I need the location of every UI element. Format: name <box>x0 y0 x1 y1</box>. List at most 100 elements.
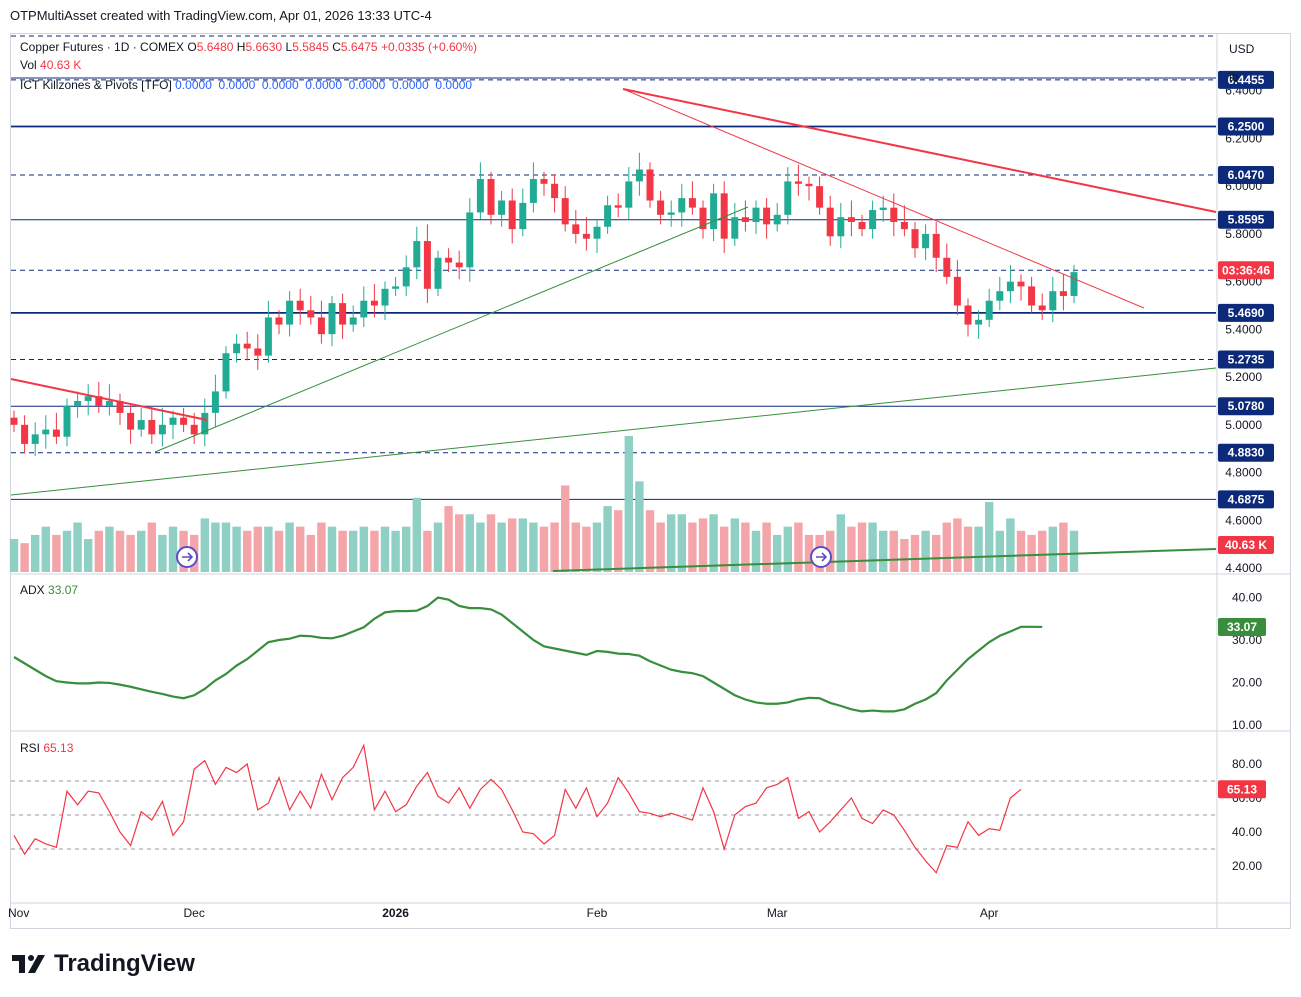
volume-bar <box>985 501 994 572</box>
candle-body <box>911 229 919 249</box>
candle-body <box>63 405 71 437</box>
currency-label[interactable]: USD <box>1229 42 1255 56</box>
volume-bar <box>402 526 411 572</box>
candle-body <box>328 303 336 335</box>
volume-bar <box>794 522 803 572</box>
candle-body <box>551 183 559 199</box>
level-badge-text: 5.4690 <box>1228 306 1265 320</box>
level-badge-text: 4.8830 <box>1228 446 1265 460</box>
volume-bar <box>444 506 453 572</box>
candle-body <box>826 207 834 237</box>
candle-body <box>763 207 771 225</box>
level-badge: 4.6875 <box>1218 490 1274 509</box>
adx-badge: 33.07 <box>1218 617 1266 636</box>
chart-frame <box>10 33 1291 929</box>
candle-body <box>879 207 887 211</box>
candle-body <box>1049 291 1057 311</box>
ohlc-close-label: C <box>332 40 341 54</box>
candle-body <box>169 417 177 425</box>
adx-tick-label: 40.00 <box>1232 591 1262 605</box>
trendline-green <box>10 367 1217 496</box>
volume-bar <box>529 522 538 572</box>
volume-bar <box>433 522 443 572</box>
volume-bar <box>953 518 962 572</box>
volume-bar <box>868 522 877 572</box>
volume-bar <box>942 522 951 572</box>
volume-bar <box>561 485 570 572</box>
volume-bar <box>200 518 209 572</box>
candle-body <box>360 300 368 318</box>
adx-tick-label: 30.00 <box>1232 633 1262 647</box>
volume-bar <box>126 534 135 572</box>
volume-bar <box>253 526 262 572</box>
volume-value: 40.63 K <box>40 58 82 72</box>
adx-label[interactable]: ADX <box>20 583 45 597</box>
last-price-badge: 03:36:46 <box>1218 261 1274 280</box>
candle-body <box>349 317 357 325</box>
candle-body <box>42 429 50 435</box>
candle-body <box>720 193 728 239</box>
candle-body <box>1028 286 1036 306</box>
volume-bar <box>751 530 761 572</box>
candle-body <box>466 212 474 268</box>
candle-body <box>317 317 325 335</box>
event-marker-icon <box>176 546 198 568</box>
volume-bar <box>857 522 867 572</box>
volume-bar <box>910 534 920 572</box>
ict-label[interactable]: ICT Killzones & Pivots [TFO] <box>20 78 172 92</box>
candle-body <box>275 317 283 325</box>
symbol-name[interactable]: Copper Futures · 1D · COMEX <box>20 40 185 54</box>
price-tick-label: 5.8000 <box>1225 227 1262 241</box>
candle-body <box>1017 281 1025 287</box>
candle-body <box>593 226 601 239</box>
unit-label[interactable]: lb <box>1229 70 1239 84</box>
volume-bar <box>539 526 549 572</box>
candle-body <box>699 207 707 230</box>
tradingview-brand: TradingView <box>54 950 195 977</box>
candle-body <box>455 262 463 268</box>
adx-value: 33.07 <box>48 583 79 597</box>
price-tick-label: 5.0000 <box>1225 418 1262 432</box>
candle-body <box>180 417 188 425</box>
volume-bar <box>73 522 82 572</box>
candle-body <box>487 179 495 215</box>
ohlc-low-label: L <box>285 40 293 54</box>
volume-bar <box>550 522 559 572</box>
volume-bar <box>741 522 750 572</box>
candle-body <box>540 179 548 184</box>
volume-bar <box>455 514 464 572</box>
ict-values: 0.0000 0.0000 0.0000 0.0000 0.0000 0.000… <box>175 78 473 92</box>
volume-bar <box>115 530 125 572</box>
trendline-red <box>10 378 208 421</box>
candle-body <box>805 183 813 187</box>
candle-body <box>688 198 696 208</box>
volume-bar <box>730 518 739 572</box>
candle-body <box>211 391 219 413</box>
volume-bar <box>1059 522 1068 572</box>
candle-body <box>773 214 781 225</box>
volume-bar <box>603 506 612 572</box>
candle-body <box>339 303 347 325</box>
volume-bar <box>1027 534 1036 572</box>
volume-label[interactable]: Vol <box>20 58 37 72</box>
level-badge: 5.2735 <box>1218 350 1274 369</box>
tradingview-logo[interactable]: TradingView <box>12 950 195 978</box>
candle-body <box>254 348 262 356</box>
trendline-red-thin <box>622 88 1145 309</box>
volume-bar <box>582 526 591 572</box>
volume-bar <box>412 497 421 572</box>
candle-body <box>837 217 845 237</box>
volume-bar <box>709 514 718 572</box>
volume-bar <box>677 514 686 572</box>
volume-bar <box>9 539 19 572</box>
price-change: +0.0335 (+0.60%) <box>380 40 478 54</box>
adx-tick-label: 20.00 <box>1232 676 1262 690</box>
candle-body <box>975 319 983 325</box>
volume-bar <box>317 522 326 572</box>
rsi-label[interactable]: RSI <box>20 741 41 755</box>
candle-body <box>816 186 824 208</box>
volume-bar <box>497 522 506 572</box>
volume-bar <box>62 530 72 572</box>
volume-bar <box>41 526 50 572</box>
